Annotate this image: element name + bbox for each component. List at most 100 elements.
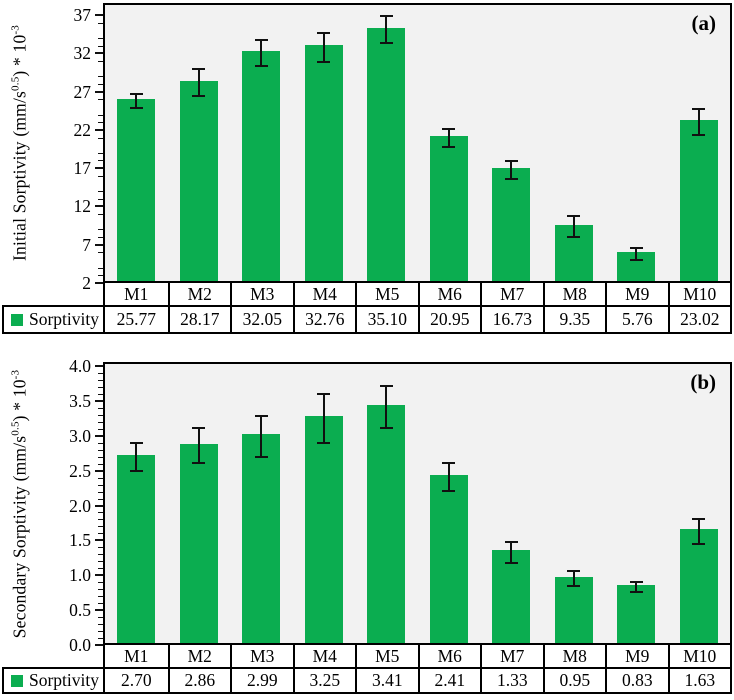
- y-axis-tick-label: 2.5: [69, 460, 91, 481]
- bar-M4: [304, 45, 343, 281]
- y-axis-minor-tick: [98, 463, 103, 465]
- bar-M7: [492, 550, 531, 643]
- y-axis-minor-tick: [98, 526, 103, 528]
- y-axis-minor-tick: [98, 379, 103, 381]
- y-axis-tick-label: 3.0: [69, 425, 91, 446]
- y-title-sup2: -3: [9, 369, 22, 379]
- y-axis-major-tick: [95, 282, 103, 284]
- panel-label-a: (a): [691, 11, 717, 35]
- error-bar-line: [385, 386, 388, 429]
- y-axis-minor-tick: [98, 275, 103, 277]
- y-axis-minor-tick: [98, 160, 103, 162]
- bar-M5: [367, 27, 406, 281]
- error-bar-cap-bottom: [567, 236, 581, 239]
- error-bar-line: [260, 39, 263, 66]
- y-axis-tick-label: 2.0: [69, 495, 91, 516]
- category-cell: M9: [605, 645, 668, 667]
- legend-swatch-icon: [11, 314, 23, 326]
- error-bar-cap-top: [504, 160, 518, 163]
- y-axis-minor-tick: [98, 122, 103, 124]
- value-cell: 2.70: [120, 670, 152, 690]
- error-bar-cap-top: [254, 414, 268, 417]
- bar-M6: [429, 135, 468, 281]
- bar-M7: [492, 168, 531, 281]
- y-axis-tick-label: 37: [73, 5, 92, 25]
- category-cell: M5: [355, 645, 418, 667]
- error-bar-cap-top: [442, 461, 456, 464]
- bar-M1: [117, 454, 156, 643]
- y-axis-minor-tick: [98, 582, 103, 584]
- error-bar-cap-bottom: [504, 178, 518, 181]
- error-bar-cap-top: [629, 247, 643, 250]
- bar-M2: [179, 80, 218, 281]
- error-bar-line: [322, 393, 325, 443]
- y-axis-minor-tick: [98, 603, 103, 605]
- error-bar-cap-bottom: [317, 441, 331, 444]
- y-axis-major-tick: [95, 504, 103, 507]
- y-axis-minor-tick: [98, 267, 103, 269]
- y-axis-minor-tick: [98, 83, 103, 85]
- value-cell: 2.86: [167, 669, 231, 692]
- y-axis-tick-label: 1.5: [69, 530, 91, 551]
- y-axis-tick-label: 12: [73, 196, 92, 217]
- category-cell: M6: [417, 645, 481, 667]
- y-axis-minor-tick: [98, 561, 103, 563]
- y-axis-minor-tick: [98, 617, 103, 619]
- bar-M6: [429, 474, 468, 643]
- y-axis-tick-label: 27: [73, 81, 92, 102]
- y-axis-minor-tick: [98, 237, 103, 239]
- y-axis-minor-tick: [98, 638, 103, 640]
- y-axis-minor-tick: [98, 175, 103, 177]
- error-bar-cap-top: [504, 540, 518, 543]
- bar-M3: [242, 434, 281, 643]
- y-axis-minor-tick: [98, 491, 103, 493]
- y-axis-tick-label: 3.5: [69, 390, 91, 411]
- error-bar-cap-top: [442, 127, 456, 130]
- error-bar-cap-bottom: [504, 561, 518, 564]
- error-bar-cap-bottom: [379, 427, 393, 430]
- y-axis-minor-tick: [98, 393, 103, 395]
- error-bar-line: [572, 216, 575, 238]
- error-bar-cap-bottom: [692, 134, 706, 137]
- error-bar-line: [572, 571, 575, 587]
- y-axis-minor-tick: [98, 137, 103, 139]
- error-bar-line: [697, 109, 700, 136]
- y-axis-minor-tick: [98, 631, 103, 633]
- error-bar-line: [447, 462, 450, 491]
- bar-M3: [242, 50, 281, 281]
- error-bar-cap-bottom: [692, 542, 706, 545]
- error-bar-cap-bottom: [567, 585, 581, 588]
- legend-swatch-icon: [11, 675, 23, 687]
- bar-M9: [617, 585, 656, 643]
- y-axis-minor-tick: [98, 449, 103, 451]
- y-axis-minor-tick: [98, 414, 103, 416]
- bar-M2: [179, 443, 218, 643]
- error-bar-line: [510, 541, 513, 563]
- error-bar-cap-top: [317, 392, 331, 395]
- y-axis-minor-tick: [98, 456, 103, 458]
- value-cell: 3.41: [355, 669, 418, 692]
- y-axis-minor-tick: [98, 442, 103, 444]
- legend: Sorptivity: [2, 667, 103, 694]
- error-bar-cap-top: [379, 385, 393, 388]
- bar-M8: [554, 576, 593, 643]
- bar-M4: [304, 416, 343, 643]
- error-bar-line: [197, 428, 200, 463]
- y-axis-major-tick: [95, 469, 103, 472]
- y-axis-tick-label: 0.0: [69, 635, 91, 655]
- y-axis-minor-tick: [98, 76, 103, 78]
- category-cell: M1: [124, 283, 149, 304]
- y-axis-minor-tick: [98, 244, 103, 246]
- category-cell: M4: [292, 645, 356, 667]
- y-axis-tick-label: 1.0: [69, 565, 91, 586]
- y-axis-title: Secondary Sorptivity (mm/s0.5) * 10-3: [2, 362, 38, 645]
- error-bar-line: [322, 32, 325, 62]
- y-axis-minor-tick: [98, 372, 103, 374]
- y-axis-tick-label: 0.5: [69, 600, 91, 621]
- value-cell: 0.83: [605, 669, 668, 692]
- error-bar-line: [135, 94, 138, 108]
- error-bar-line: [135, 442, 138, 471]
- y-axis-tick-label: 4.0: [69, 356, 91, 376]
